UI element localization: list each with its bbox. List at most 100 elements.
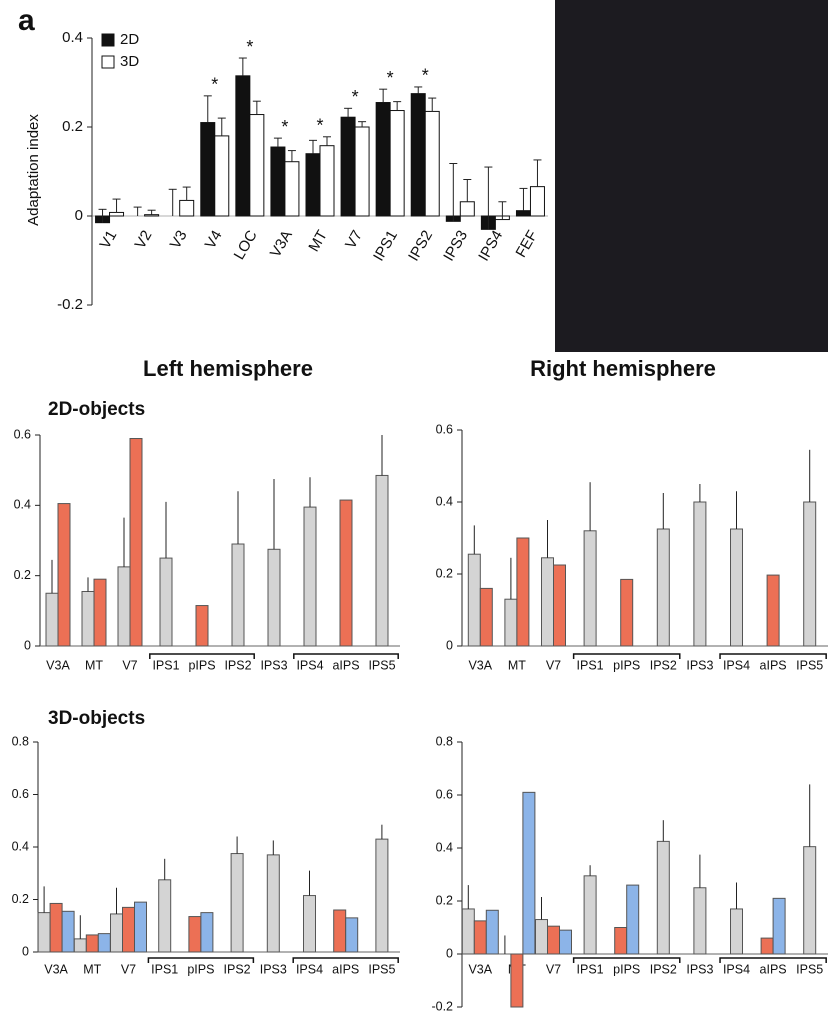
- bar: [266, 854, 280, 953]
- x-tick-label: IPS4: [475, 227, 506, 264]
- bar: [45, 592, 59, 647]
- x-tick-label: IPS5: [796, 962, 823, 976]
- bar: [195, 605, 209, 647]
- bar: [81, 590, 95, 647]
- bar: [179, 199, 195, 217]
- bar: [467, 553, 481, 647]
- x-tick-label: IPS4: [723, 658, 750, 672]
- bar: [772, 897, 786, 955]
- bar: [134, 901, 147, 953]
- legend-swatch: [101, 55, 115, 69]
- bar: [97, 933, 111, 953]
- x-tick-label: V3A: [267, 227, 296, 260]
- bar: [515, 210, 531, 217]
- bar: [693, 501, 707, 647]
- bar: [188, 916, 202, 953]
- bar: [766, 574, 780, 647]
- group-bracket: [719, 957, 827, 963]
- x-tick-label: IPS2: [650, 658, 677, 672]
- bar: [803, 501, 817, 647]
- bar: [375, 102, 391, 217]
- x-tick-label: IPS5: [796, 658, 823, 672]
- group-bracket: [293, 653, 399, 659]
- x-tick-label: IPS2: [405, 227, 436, 264]
- x-tick-label: IPS5: [368, 962, 395, 976]
- x-tick-label: IPS2: [224, 658, 251, 672]
- y-tick-label: 0.6: [12, 787, 29, 801]
- x-tick-label: V3A: [46, 658, 70, 672]
- bar: [424, 110, 440, 217]
- x-tick-label: V3A: [468, 962, 492, 976]
- x-tick-label: V3: [167, 227, 191, 251]
- bar: [693, 887, 707, 955]
- bar: [656, 840, 670, 955]
- bar: [614, 927, 628, 955]
- y-tick-label: 0.6: [14, 427, 31, 441]
- bar: [375, 838, 389, 953]
- x-tick-label: IPS4: [723, 962, 750, 976]
- bar: [267, 548, 281, 647]
- bar: [73, 938, 87, 953]
- x-tick-label: IPS4: [296, 962, 323, 976]
- x-tick-label: IPS2: [650, 962, 677, 976]
- y-tick-label: 0.8: [12, 734, 29, 748]
- legend-label: 2D: [120, 31, 139, 48]
- bar: [37, 912, 51, 953]
- bar: [479, 587, 493, 647]
- x-tick-label: pIPS: [613, 658, 640, 672]
- bar: [214, 135, 230, 217]
- bar: [510, 953, 524, 1008]
- bar: [730, 908, 743, 955]
- x-tick-label: IPS1: [370, 227, 401, 264]
- x-tick-label: MT: [83, 962, 101, 976]
- x-tick-label: MT: [85, 658, 103, 672]
- bar: [144, 214, 160, 217]
- bar: [319, 145, 335, 217]
- bar: [109, 211, 125, 217]
- x-tick-label: pIPS: [188, 658, 215, 672]
- x-tick-label: IPS1: [577, 962, 604, 976]
- x-tick-label: aIPS: [332, 962, 359, 976]
- y-tick-label: 0.6: [436, 787, 453, 801]
- y-tick-label: 0.4: [436, 840, 453, 854]
- bar: [345, 917, 359, 953]
- x-tick-label: V1: [97, 227, 121, 251]
- bar: [541, 557, 554, 647]
- y-tick-label: -0.2: [431, 999, 453, 1013]
- x-tick-label: V7: [546, 658, 561, 672]
- annotation: *: [281, 117, 288, 137]
- x-tick-label: IPS3: [260, 658, 287, 672]
- x-tick-label: pIPS: [613, 962, 640, 976]
- x-tick-label: aIPS: [760, 658, 787, 672]
- group-bracket: [147, 957, 255, 963]
- bar: [333, 909, 347, 953]
- x-tick-label: V7: [546, 962, 561, 976]
- bar: [553, 564, 566, 647]
- x-tick-label: IPS2: [224, 962, 251, 976]
- bar: [110, 913, 123, 953]
- bar: [760, 937, 774, 955]
- y-tick-label: 0.2: [62, 118, 83, 135]
- y-tick-label: 0: [446, 946, 453, 960]
- y-tick-label: 0: [22, 944, 29, 958]
- bar: [354, 126, 370, 217]
- x-tick-label: IPS4: [296, 658, 323, 672]
- y-tick-label: 0.6: [436, 422, 453, 436]
- y-tick-label: 0.4: [436, 494, 453, 508]
- bar: [547, 925, 560, 955]
- x-tick-label: MT: [305, 227, 331, 254]
- x-tick-label: V3A: [44, 962, 68, 976]
- legend-label: 3D: [120, 53, 139, 70]
- bar: [158, 879, 172, 953]
- x-tick-label: LOC: [231, 227, 261, 262]
- x-tick-label: V7: [121, 962, 136, 976]
- bar: [485, 909, 499, 955]
- bar: [249, 114, 265, 217]
- annotation: *: [387, 68, 394, 88]
- x-tick-label: IPS1: [152, 658, 179, 672]
- bar: [57, 503, 71, 647]
- group-bracket: [572, 957, 681, 963]
- annotation: *: [211, 75, 218, 95]
- x-tick-label: FEF: [512, 227, 541, 260]
